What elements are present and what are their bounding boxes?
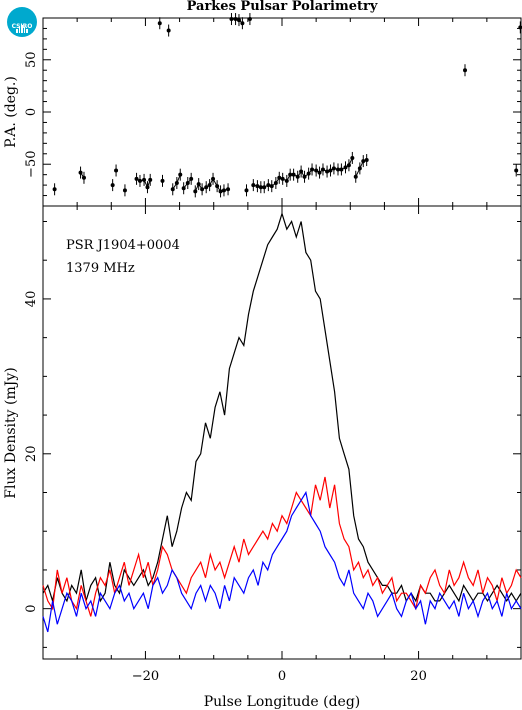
flux-xtick-label: −20 [132,669,159,684]
pa-point [247,17,252,22]
pa-connector [187,178,192,184]
flux-ytick-label: 20 [24,446,39,463]
pa-ylabel: P.A. (deg.) [3,76,19,148]
pa-point [166,28,171,33]
pa-point [122,188,127,193]
pa-ytick-label: −50 [24,151,39,178]
pa-connector [205,184,210,188]
pa-connector [253,184,258,187]
pa-connector [136,178,141,182]
pa-point [518,25,522,30]
pa-connector [143,179,148,188]
pa-connector [275,177,280,184]
pa-connector [341,166,346,170]
pa-connector [355,168,361,177]
chart-title: Parkes Pulsar Polarimetry [187,0,378,14]
pa-connector [194,183,200,192]
flux-ytick-label: 40 [24,291,39,308]
pa-connector [201,186,207,190]
pa-connector [322,168,328,172]
circular-polarization-line [42,490,522,633]
pa-point [157,21,162,26]
pa-connector [345,164,350,168]
pa-connector [308,169,313,174]
pa-connector [176,174,181,184]
pulsar-name-annotation: PSR J1904+0004 [66,238,180,253]
pa-point [160,178,165,183]
pa-point [514,168,519,173]
total-intensity-line [42,211,522,603]
pa-connector [271,182,277,187]
flux-xtick-label: 20 [410,669,427,684]
pa-point [52,187,57,192]
pa-ytick-label: 0 [24,108,39,116]
pa-connector [293,174,298,178]
logo-text: CSIRO [11,23,33,30]
pa-connector [147,179,151,188]
pa-axis-ticks: 50 0 −50 [24,18,521,206]
pa-connector [220,189,225,192]
flux-lines [42,211,522,633]
pa-connector [238,19,243,24]
pa-connector [80,172,85,179]
pa-connector [330,167,335,171]
pa-connector [286,174,291,182]
pa-connector [212,178,218,187]
flux-ylabel: Flux Density (mJy) [3,367,19,498]
pa-connector [172,182,178,190]
pa-point [110,183,115,188]
flux-ytick-label: 0 [24,605,39,613]
flux-xlabel: Pulse Longitude (deg) [204,694,361,710]
pa-connector [223,188,229,191]
pa-point [463,68,468,73]
pa-ytick-label: 50 [24,52,39,69]
pa-connector [311,168,317,171]
pa-connector [209,178,214,186]
pa-connector [348,157,353,166]
logo-bars-icon [16,14,29,33]
pa-connector [216,185,221,192]
pa-connector [297,171,302,178]
pa-connector [139,179,145,182]
pa-connector [183,182,189,189]
pa-point [244,188,249,193]
pa-connector [235,18,240,21]
pa-connector [282,178,288,182]
flux-xtick-label: 0 [278,669,286,684]
flux-axis-ticks: 0 20 40 −20 0 20 [24,206,521,684]
pa-connector [319,169,324,173]
pa-point [114,168,119,173]
pa-connector [198,183,203,190]
csiro-logo: CSIRO [7,7,37,37]
frequency-annotation: 1379 MHz [66,261,135,276]
pa-connector [359,160,364,169]
pa-connector [363,159,367,162]
pa-connector [264,184,269,188]
pa-connector [333,167,339,170]
pa-connector [257,185,261,188]
pa-connector [326,170,331,173]
linear-polarization-line [42,476,522,617]
pa-connector [315,170,320,174]
pa-connector [300,171,305,178]
pa-connector [268,184,272,187]
pa-connector [279,177,283,180]
pa-points [52,13,522,198]
pa-connector [304,173,309,178]
